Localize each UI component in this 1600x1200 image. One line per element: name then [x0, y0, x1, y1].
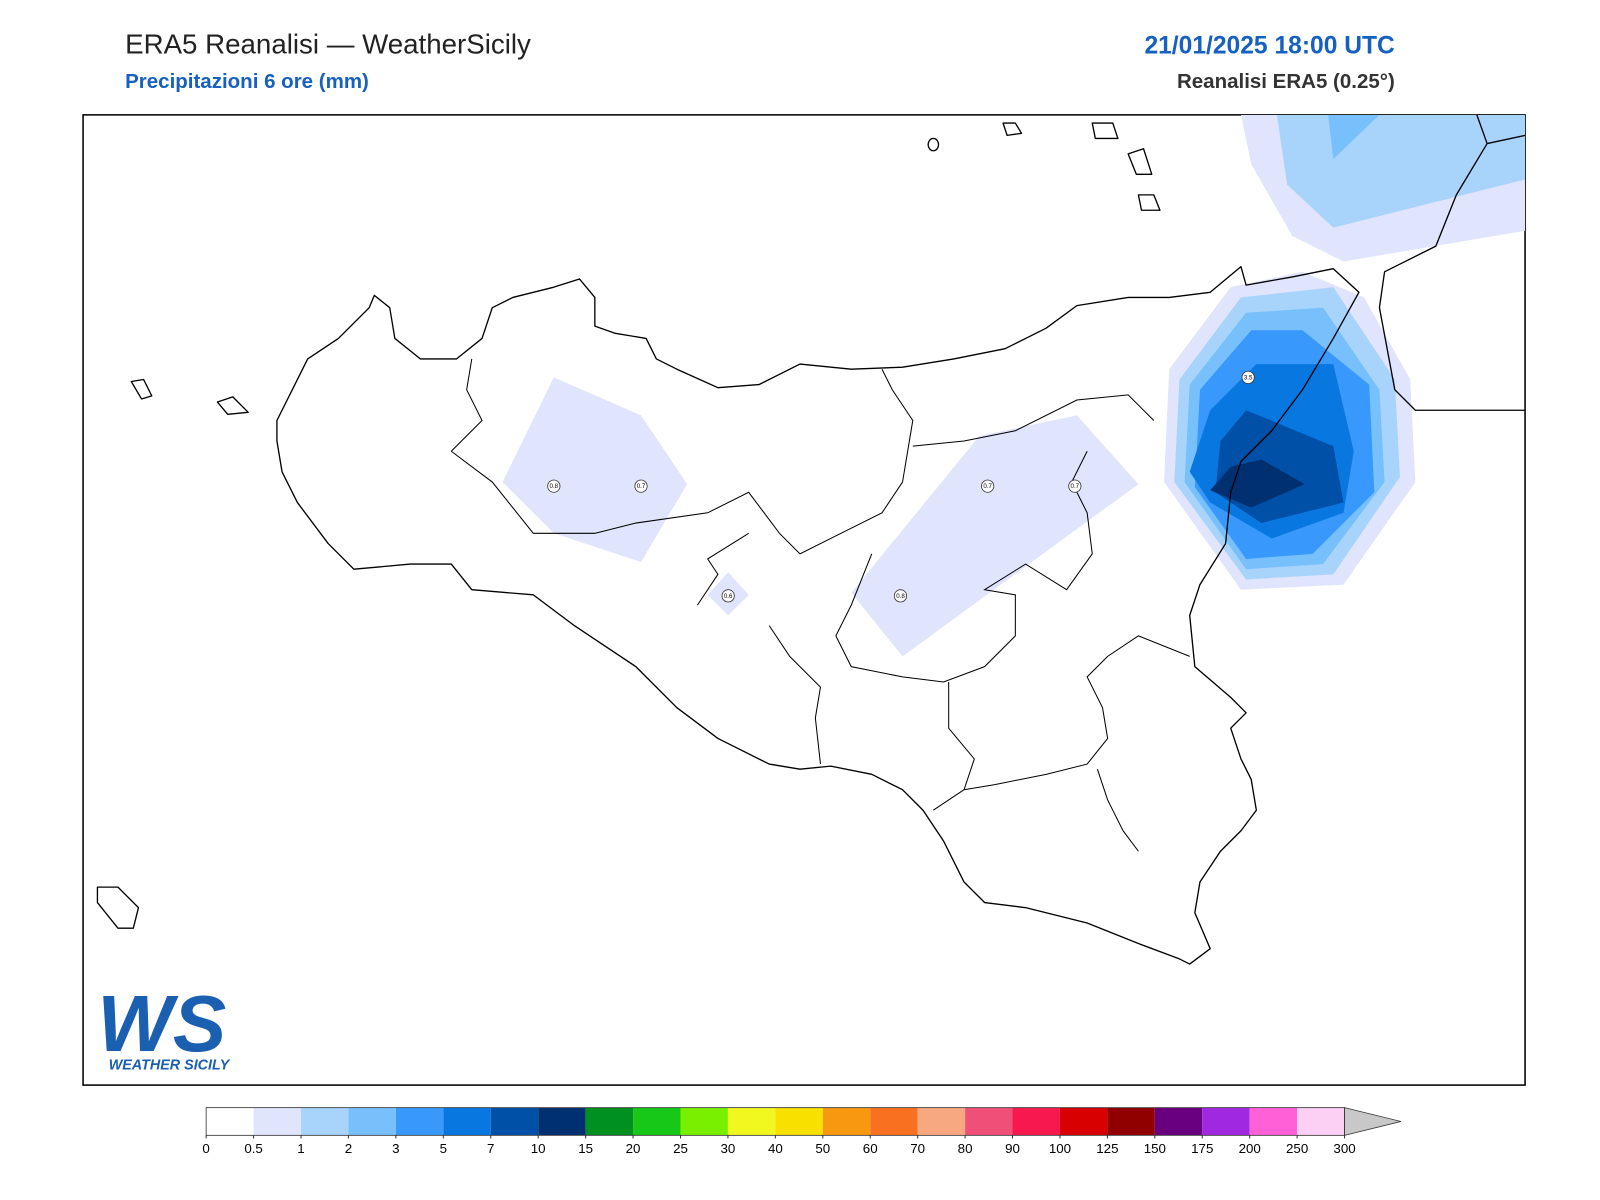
point-marker — [893, 589, 908, 603]
colorbar-label: 250 — [1286, 1141, 1308, 1156]
colorbar-segment — [301, 1107, 349, 1136]
precip-layer — [502, 114, 1526, 657]
colorbar-segment — [538, 1107, 586, 1136]
colorbar-label: 15 — [578, 1141, 593, 1156]
point-value: 0.8 — [896, 593, 905, 600]
point-value: 0.7 — [637, 483, 646, 490]
colorbar-label: 150 — [1144, 1141, 1166, 1156]
colorbar-label: 70 — [910, 1141, 925, 1156]
logo-mark: WS — [97, 979, 226, 1068]
colorbar-label: 200 — [1239, 1141, 1261, 1156]
precip-area — [851, 415, 1139, 657]
point-marker — [1068, 479, 1082, 493]
precip-area — [1210, 459, 1305, 508]
colorbar-segment — [253, 1107, 302, 1136]
title: ERA5 Reanalisi — WeatherSicily — [125, 28, 531, 59]
logo: WS WEATHER SICILY — [97, 979, 230, 1073]
colorbar-segment — [206, 1107, 254, 1136]
colorbar-segment — [1059, 1107, 1108, 1136]
colorbar-label: 1 — [297, 1141, 304, 1156]
colorbar-segment — [1202, 1107, 1250, 1136]
colorbar-segment — [443, 1107, 491, 1136]
point-value: 3.5 — [1244, 374, 1253, 381]
colorbar-label: 50 — [815, 1141, 830, 1156]
logo-name: WEATHER SICILY — [109, 1058, 231, 1074]
point-marker — [981, 479, 995, 493]
precip-area — [1328, 114, 1380, 159]
colorbar-segment — [822, 1107, 871, 1136]
islands — [96, 122, 1161, 929]
colorbar-segment — [585, 1107, 634, 1136]
colorbar-label: 300 — [1333, 1141, 1355, 1156]
colorbar-label: 60 — [863, 1141, 878, 1156]
colorbar-segment — [1154, 1107, 1203, 1136]
point-value: 0.7 — [983, 483, 992, 490]
calabria-coast — [1378, 114, 1526, 411]
colorbar-label: 30 — [721, 1141, 736, 1156]
colorbar-segment — [680, 1107, 728, 1136]
colorbar-segment — [1012, 1107, 1060, 1136]
colorbar-segment — [1297, 1107, 1345, 1136]
colorbar-label: 0.5 — [244, 1141, 263, 1156]
colorbar-segment — [490, 1107, 539, 1136]
colorbar-label: 100 — [1049, 1141, 1071, 1156]
colorbar-label: 125 — [1096, 1141, 1118, 1156]
colorbar-label: 2 — [345, 1141, 352, 1156]
colorbar-label: 90 — [1005, 1141, 1020, 1156]
point-marker — [721, 589, 735, 603]
colorbar-segment — [727, 1107, 776, 1136]
colorbar-segment — [633, 1107, 681, 1136]
point-marker — [1241, 370, 1255, 384]
colorbar-label: 20 — [626, 1141, 641, 1156]
point-marker — [547, 479, 561, 493]
colorbar-label: 175 — [1191, 1141, 1213, 1156]
precip-area — [502, 377, 688, 563]
colorbar-segment — [1249, 1107, 1298, 1136]
colorbar-label: 10 — [531, 1141, 546, 1156]
colorbar-segment — [965, 1107, 1013, 1136]
colorbar-segment — [917, 1107, 966, 1136]
colorbar-label: 5 — [440, 1141, 447, 1156]
point-value: 0.7 — [1071, 483, 1080, 490]
subtitle: Precipitazioni 6 ore (mm) — [125, 70, 369, 93]
colorbar-extend — [1344, 1107, 1402, 1136]
colorbar-segment — [1107, 1107, 1155, 1136]
colorbar-label: 0 — [202, 1141, 209, 1156]
point-labels: 0.8 0.7 0.7 0.7 0.8 0.6 3.5 — [547, 370, 1255, 603]
point-marker — [634, 479, 648, 493]
colorbar-segment — [395, 1107, 444, 1136]
colorbar-label: 7 — [487, 1141, 494, 1156]
colorbar-label: 40 — [768, 1141, 783, 1156]
colorbar-segment — [870, 1107, 918, 1136]
source: Reanalisi ERA5 (0.25°) — [1177, 70, 1395, 93]
colorbar-label: 3 — [392, 1141, 399, 1156]
point-value: 0.6 — [724, 593, 733, 600]
colorbar-label: 80 — [958, 1141, 973, 1156]
colorbar-segment — [775, 1107, 823, 1136]
map-frame — [82, 114, 1526, 1086]
colorbar-segment — [348, 1107, 396, 1136]
colorbar: 0 0.5 1 2 3 5 7 10 15 20 25 30 40 50 60 70 80 90 100 125 150… — [202, 1107, 1402, 1156]
sicily-coast — [276, 265, 1360, 965]
datetime: 21/01/2025 18:00 UTC — [1144, 32, 1395, 59]
coastlines — [96, 114, 1526, 965]
province-borders — [450, 358, 1190, 852]
colorbar-label: 25 — [673, 1141, 688, 1156]
figure-content: ERA5 Reanalisi — WeatherSicily Precipita… — [82, 28, 1526, 1156]
point-value: 0.8 — [550, 483, 559, 490]
